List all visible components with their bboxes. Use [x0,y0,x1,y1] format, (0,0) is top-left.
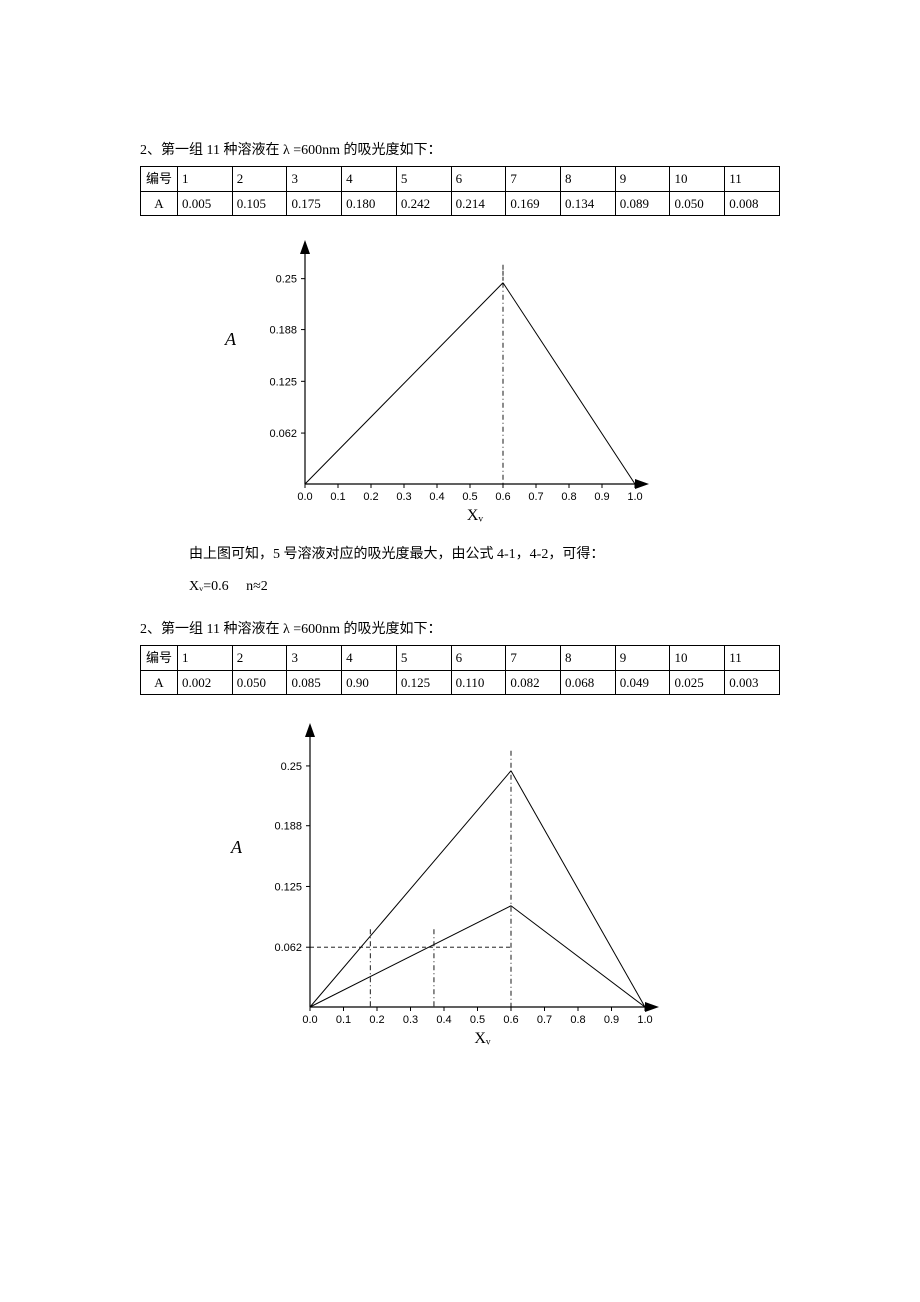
row-header-a: A [141,191,178,216]
section2-chart: A 0.0620.1250.1880.250.00.10.20.30.40.50… [235,707,685,1057]
cell: 0.180 [342,191,397,216]
cell: 0.134 [561,191,616,216]
y-axis-label: A [225,329,236,350]
svg-text:0.6: 0.6 [495,491,510,503]
col-header: 3 [287,646,342,671]
col-header: 5 [396,167,451,192]
cell: 0.003 [725,670,780,695]
col-header: 10 [670,167,725,192]
svg-text:0.7: 0.7 [537,1014,552,1026]
cell: 0.085 [287,670,342,695]
section1-table: 编号 1 2 3 4 5 6 7 8 9 10 11 A 0.005 0.105… [140,166,780,216]
col-header: 11 [725,646,780,671]
cell: 0.214 [451,191,506,216]
svg-text:1.0: 1.0 [627,491,642,503]
cell: 0.068 [561,670,616,695]
col-header: 5 [396,646,451,671]
col-header: 10 [670,646,725,671]
cell: 0.105 [232,191,287,216]
svg-text:0.9: 0.9 [604,1014,619,1026]
svg-text:0.188: 0.188 [274,821,302,833]
col-header: 4 [342,646,397,671]
col-header: 9 [615,646,670,671]
svg-text:0.5: 0.5 [470,1014,485,1026]
col-header: 7 [506,167,561,192]
col-header: 3 [287,167,342,192]
col-header: 1 [178,646,233,671]
cell: 0.110 [451,670,506,695]
cell: 0.175 [287,191,342,216]
svg-text:0.062: 0.062 [274,942,302,954]
col-header: 11 [725,167,780,192]
cell: 0.049 [615,670,670,695]
svg-text:1.0: 1.0 [637,1014,652,1026]
svg-text:0.2: 0.2 [363,491,378,503]
section2-caption: 2、第一组 11 种溶液在 λ =600nm 的吸光度如下： [140,619,780,641]
svg-text:0.5: 0.5 [462,491,477,503]
svg-text:0.4: 0.4 [436,1014,451,1026]
cell: 0.082 [506,670,561,695]
svg-text:0.0: 0.0 [297,491,312,503]
table-row: 编号 1 2 3 4 5 6 7 8 9 10 11 [141,167,780,192]
svg-text:0.3: 0.3 [403,1014,418,1026]
col-header: 9 [615,167,670,192]
row-header-id: 编号 [141,646,178,671]
svg-text:0.125: 0.125 [274,882,302,894]
svg-text:0.9: 0.9 [594,491,609,503]
svg-text:0.4: 0.4 [429,491,444,503]
svg-text:0.0: 0.0 [302,1014,317,1026]
row-header-id: 编号 [141,167,178,192]
svg-text:0.8: 0.8 [561,491,576,503]
cell: 0.242 [396,191,451,216]
svg-text:Xᵥ: Xᵥ [474,1030,491,1047]
cell: 0.005 [178,191,233,216]
svg-text:0.125: 0.125 [269,377,297,389]
cell: 0.125 [396,670,451,695]
svg-text:0.2: 0.2 [369,1014,384,1026]
col-header: 2 [232,167,287,192]
svg-text:0.25: 0.25 [276,274,297,286]
svg-text:0.7: 0.7 [528,491,543,503]
svg-text:0.6: 0.6 [503,1014,518,1026]
y-axis-label: A [231,837,242,858]
cell: 0.089 [615,191,670,216]
section2-table: 编号 1 2 3 4 5 6 7 8 9 10 11 A 0.002 0.050… [140,645,780,695]
svg-text:0.188: 0.188 [269,325,297,337]
col-header: 4 [342,167,397,192]
svg-text:0.3: 0.3 [396,491,411,503]
svg-text:0.1: 0.1 [330,491,345,503]
table-row: A 0.002 0.050 0.085 0.90 0.125 0.110 0.0… [141,670,780,695]
chart1-svg: 0.062 0.125 0.188 0.25 0.0 0.1 0.2 0.3 0.4 0.5 0.6… [235,224,655,534]
table-row: 编号 1 2 3 4 5 6 7 8 9 10 11 [141,646,780,671]
section1-formula: Xᵥ=0.6 n≈2 [140,574,780,599]
svg-text:Xᵥ: Xᵥ [467,507,484,524]
cell: 0.90 [342,670,397,695]
col-header: 1 [178,167,233,192]
cell: 0.169 [506,191,561,216]
page: 2、第一组 11 种溶液在 λ =600nm 的吸光度如下： 编号 1 2 3 … [0,0,920,1105]
section1-caption: 2、第一组 11 种溶液在 λ =600nm 的吸光度如下： [140,140,780,162]
cell: 0.050 [232,670,287,695]
cell: 0.050 [670,191,725,216]
chart2-svg: 0.062 0.125 0.188 0.25 0.0 0.1 0.2 0.3 0.4 0.5 0.6… [235,707,665,1057]
row-header-a: A [141,670,178,695]
cell: 0.008 [725,191,780,216]
col-header: 7 [506,646,561,671]
col-header: 6 [451,646,506,671]
table-row: A 0.005 0.105 0.175 0.180 0.242 0.214 0.… [141,191,780,216]
col-header: 8 [561,167,616,192]
cell: 0.002 [178,670,233,695]
col-header: 6 [451,167,506,192]
svg-text:0.8: 0.8 [570,1014,585,1026]
section1-chart: A 0.0620.1250.1880.250.00.10.20.30.40.50… [235,224,685,534]
col-header: 2 [232,646,287,671]
svg-text:0.1: 0.1 [336,1014,351,1026]
col-header: 8 [561,646,616,671]
section1-conclusion: 由上图可知，5 号溶液对应的吸光度最大，由公式 4-1，4-2，可得： [140,542,780,567]
svg-text:0.25: 0.25 [281,761,302,773]
svg-text:0.062: 0.062 [269,428,297,440]
cell: 0.025 [670,670,725,695]
